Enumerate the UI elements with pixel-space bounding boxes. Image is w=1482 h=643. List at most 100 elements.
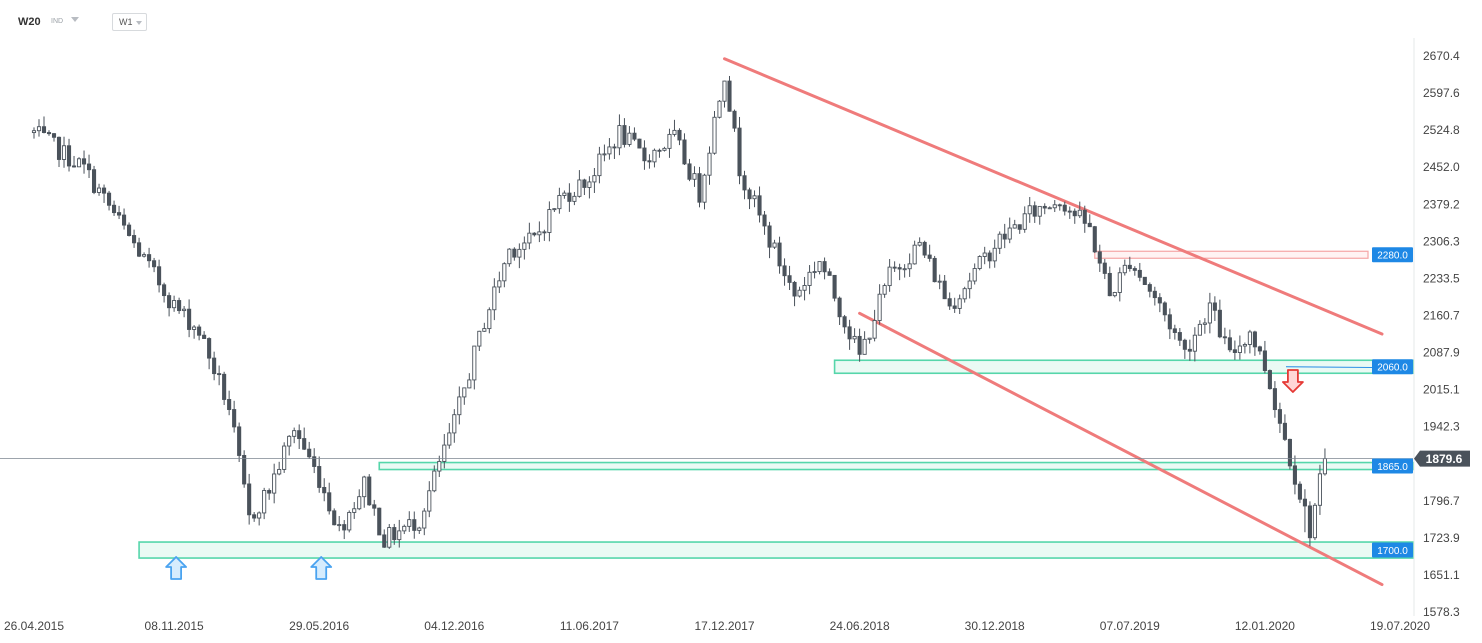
candle — [957, 294, 962, 315]
candle-body-up — [662, 147, 667, 151]
candle-body-down — [127, 224, 132, 236]
candle-body-down — [162, 284, 167, 297]
candle-body-down — [1087, 222, 1092, 228]
candle-body-down — [332, 510, 337, 526]
candle-body-down — [327, 492, 332, 512]
candle-body-up — [862, 338, 867, 355]
candle — [36, 119, 42, 137]
candle-body-down — [567, 192, 572, 202]
candle — [1142, 276, 1147, 285]
candle-body-down — [132, 235, 137, 244]
arrow-up-icon-0 — [165, 556, 188, 580]
candle-body-up — [692, 173, 697, 180]
candle — [677, 128, 682, 146]
candle-body-up — [1202, 322, 1207, 325]
candle-body-up — [282, 445, 287, 470]
candle — [302, 427, 307, 451]
candle — [157, 259, 162, 293]
candle — [852, 328, 857, 344]
candle — [172, 295, 177, 312]
candle — [922, 240, 927, 259]
channel-lower-line — [858, 311, 1384, 587]
candle-body-down — [1267, 370, 1272, 390]
candle — [747, 187, 752, 210]
candle-body-up — [452, 414, 457, 434]
candle-body-down — [1017, 224, 1022, 230]
candle — [392, 523, 397, 545]
candle — [597, 146, 602, 184]
candle — [1072, 208, 1077, 224]
candle-body-up — [482, 328, 487, 332]
y-tick-label: 1796.7 — [1423, 494, 1460, 508]
candle — [167, 292, 172, 317]
candle-body-up — [527, 232, 532, 244]
candle-body-down — [237, 426, 242, 456]
candle — [1017, 224, 1022, 234]
candle — [1027, 196, 1032, 223]
candle — [91, 165, 97, 195]
candle-body-down — [657, 149, 662, 152]
symbol-dropdown-chevron-down-icon[interactable] — [71, 17, 79, 22]
candle — [792, 280, 797, 307]
candle — [1207, 292, 1212, 334]
candle — [482, 322, 487, 332]
candle — [702, 173, 707, 210]
candle-body-up — [337, 524, 342, 527]
candle-body-down — [1092, 226, 1097, 253]
candle-body-down — [1032, 205, 1037, 217]
candle-body-down — [637, 138, 642, 149]
candle — [642, 140, 647, 170]
candle-body-down — [747, 189, 752, 200]
candle — [767, 221, 772, 259]
candle-body-up — [1192, 334, 1197, 352]
candle-body-down — [632, 132, 637, 140]
candle — [662, 146, 667, 152]
candle-body-up — [587, 181, 592, 188]
candle — [817, 261, 822, 275]
candle-body-up — [96, 187, 102, 193]
candle — [122, 208, 127, 230]
candle — [182, 306, 187, 318]
candle-body-down — [86, 163, 92, 171]
candle — [567, 183, 572, 212]
candle-body-up — [422, 510, 427, 529]
level-tag-1700.0: 1700.0 — [1372, 542, 1413, 558]
candle — [382, 529, 387, 548]
candle — [592, 168, 597, 193]
candle-body-down — [512, 248, 517, 258]
candle-body-up — [997, 233, 1002, 249]
candle-body-down — [1297, 483, 1302, 500]
candle — [502, 262, 507, 288]
candle-body-down — [307, 448, 312, 458]
candle — [1052, 200, 1057, 213]
candle — [777, 236, 782, 274]
candle — [1057, 203, 1062, 211]
candle-body-up — [1022, 213, 1027, 230]
candle — [1032, 201, 1037, 223]
candle-body-down — [222, 373, 227, 400]
candle — [152, 257, 157, 273]
candle-body-down — [1142, 276, 1147, 285]
candle-body-up — [447, 432, 452, 446]
candle-body-up — [522, 242, 527, 250]
candle-body-up — [257, 512, 262, 519]
candle-body-up — [467, 379, 472, 389]
candle-body-up — [462, 387, 467, 398]
timeframe-select[interactable]: W1 — [112, 13, 147, 31]
candle — [277, 461, 282, 476]
candle-body-down — [1067, 210, 1072, 213]
candle — [577, 170, 582, 198]
candle-body-down — [822, 261, 827, 273]
candle — [882, 283, 887, 298]
candle — [917, 237, 922, 247]
candle-body-up — [672, 129, 677, 135]
candle-body-down — [247, 483, 252, 516]
candle-body-up — [607, 146, 612, 155]
candle-body-up — [497, 280, 502, 288]
symbol-name[interactable]: W20 — [18, 16, 41, 28]
candle-body-down — [102, 187, 107, 194]
candle — [1217, 299, 1222, 339]
candle — [1087, 214, 1092, 228]
candle-body-up — [712, 116, 717, 154]
